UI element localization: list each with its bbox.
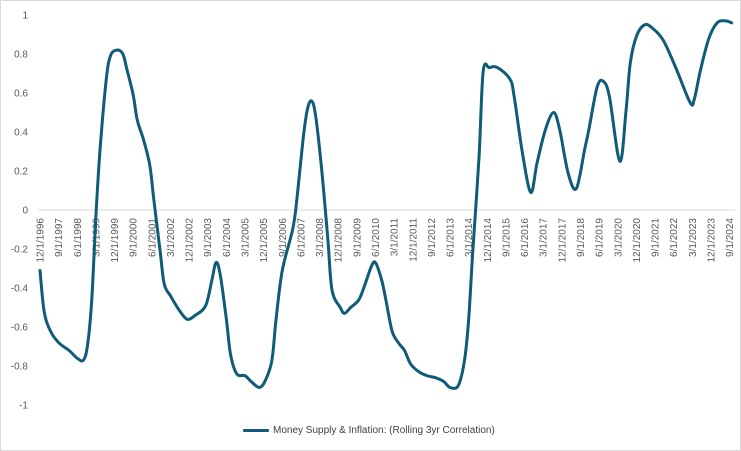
y-tick-label: 0.4 [14,128,28,139]
x-tick-label: 9/1/2003 [203,218,214,257]
x-tick-label: 6/1/2007 [296,218,307,257]
x-tick-label: 3/1/2008 [315,218,326,257]
y-tick-label: 0.2 [14,167,28,178]
x-tick-label: 3/1/2020 [613,218,624,257]
x-tick-label: 9/1/2024 [725,218,736,257]
x-tick-label: 9/1/2018 [576,218,587,257]
y-tick-label: 0 [22,206,28,217]
x-tick-label: 12/1/2011 [408,218,419,262]
x-tick-label: 12/1/2023 [706,218,717,263]
legend-label: Money Supply & Inflation: (Rolling 3yr C… [273,425,495,436]
x-tick-label: 3/1/2017 [539,218,550,257]
y-tick-label: -0.2 [11,245,29,256]
y-tick-label: -0.4 [11,284,29,295]
x-tick-label: 12/1/2002 [185,218,196,263]
x-tick-label: 6/1/2004 [222,218,233,257]
x-tick-label: 12/1/2020 [632,218,643,263]
x-tick-label: 9/1/1997 [54,218,65,257]
legend: Money Supply & Inflation: (Rolling 3yr C… [243,425,495,436]
y-tick-label: 1 [22,11,28,22]
x-tick-label: 12/1/2014 [483,218,494,263]
x-tick-label: 9/1/2015 [501,218,512,257]
y-tick-label: 0.8 [14,50,28,61]
x-tick-label: 3/1/2002 [166,218,177,257]
x-tick-label: 6/1/2001 [147,218,158,257]
x-tick-label: 3/1/1999 [91,218,102,257]
y-tick-label: -1 [19,401,28,412]
x-tick-label: 3/1/2011 [390,218,401,257]
x-tick-label: 12/1/2005 [259,218,270,263]
y-axis: 1 0.8 0.6 0.4 0.2 0 -0.2 -0.4 -0.6 -0.8 -1 [11,11,29,412]
series-line [38,19,734,390]
x-tick-label: 3/1/2023 [688,218,699,257]
x-tick-label: 9/1/2009 [352,218,363,257]
x-tick-label: 12/1/1999 [110,218,121,263]
x-tick-label: 9/1/2012 [427,218,438,257]
x-tick-label: 6/1/2022 [669,218,680,257]
x-tick-label: 6/1/2016 [520,218,531,257]
x-tick-label: 9/1/2021 [651,218,662,257]
x-tick-label: 3/1/2014 [464,218,475,257]
y-tick-label: -0.8 [11,362,29,373]
x-tick-label: 12/1/1996 [36,218,47,263]
y-tick-label: 0.6 [14,89,28,100]
x-axis: 12/1/1996 9/1/1997 6/1/1998 3/1/1999 12/1/19… [36,209,736,263]
x-tick-label: 3/1/2005 [241,218,252,257]
x-tick-label: 6/1/2010 [371,218,382,257]
y-tick-label: -0.6 [11,323,29,334]
x-tick-label: 6/1/2013 [446,218,457,257]
x-tick-label: 6/1/1998 [73,218,84,257]
x-tick-label: 12/1/2008 [334,218,345,263]
x-tick-label: 9/1/2000 [129,218,140,257]
x-tick-label: 12/1/2017 [557,218,568,263]
x-tick-label: 9/1/2006 [278,218,289,257]
legend-swatch [243,429,269,432]
x-tick-label: 6/1/2019 [595,218,606,257]
